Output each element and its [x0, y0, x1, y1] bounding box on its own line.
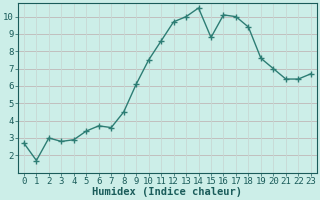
X-axis label: Humidex (Indice chaleur): Humidex (Indice chaleur)	[92, 187, 242, 197]
